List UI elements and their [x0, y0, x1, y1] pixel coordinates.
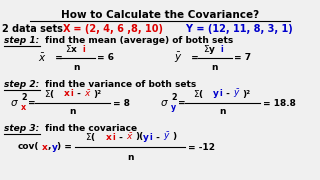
Text: n: n — [219, 107, 225, 116]
Text: = 18.8: = 18.8 — [263, 98, 296, 107]
Text: 2 data sets: 2 data sets — [2, 24, 66, 34]
Text: $\Sigma$x: $\Sigma$x — [65, 44, 79, 55]
Text: y: y — [171, 103, 176, 112]
Text: find the mean (average) of both sets: find the mean (average) of both sets — [42, 36, 233, 45]
Text: $\bar{y}$: $\bar{y}$ — [233, 87, 241, 100]
Text: x: x — [64, 89, 70, 98]
Text: n: n — [212, 62, 218, 71]
Text: x: x — [42, 143, 48, 152]
Text: ,: , — [48, 143, 52, 152]
Text: ): ) — [172, 132, 176, 141]
Text: 2: 2 — [171, 93, 177, 102]
Text: y: y — [143, 132, 149, 141]
Text: i: i — [219, 89, 222, 98]
Text: y: y — [52, 143, 58, 152]
Text: = (2, 4, 6 ,8, 10): = (2, 4, 6 ,8, 10) — [70, 24, 163, 34]
Text: = 6: = 6 — [97, 53, 114, 62]
Text: )²: )² — [242, 89, 250, 98]
Text: =: = — [28, 98, 36, 107]
Text: n: n — [127, 152, 133, 161]
Text: 2: 2 — [21, 93, 27, 102]
Text: $\bar{x}$: $\bar{x}$ — [126, 132, 134, 142]
Text: i: i — [149, 132, 152, 141]
Text: How to Calculate the Covariance?: How to Calculate the Covariance? — [61, 10, 259, 20]
Text: -: - — [223, 89, 233, 98]
Text: cov(: cov( — [18, 143, 39, 152]
Text: = 7: = 7 — [234, 53, 251, 62]
Text: y: y — [213, 89, 219, 98]
Text: i: i — [112, 132, 115, 141]
Text: $\Sigma$y: $\Sigma$y — [203, 42, 217, 55]
Text: i: i — [220, 44, 223, 53]
Text: -: - — [74, 89, 84, 98]
Text: $\bar{y}$: $\bar{y}$ — [163, 130, 171, 143]
Text: $\Sigma$(: $\Sigma$( — [194, 88, 204, 100]
Text: step 1:: step 1: — [4, 36, 39, 45]
Text: = 8: = 8 — [113, 98, 130, 107]
Text: n: n — [74, 62, 80, 71]
Text: )(: )( — [135, 132, 143, 141]
Text: step 3:: step 3: — [4, 124, 39, 133]
Text: =: = — [52, 53, 63, 62]
Text: x: x — [106, 132, 112, 141]
Text: i: i — [82, 44, 85, 53]
Text: $\Sigma$(: $\Sigma$( — [85, 131, 97, 143]
Text: $\bar{x}$: $\bar{x}$ — [84, 89, 92, 99]
Text: i: i — [70, 89, 73, 98]
Text: $\sigma$: $\sigma$ — [160, 98, 169, 108]
Text: =: = — [178, 98, 186, 107]
Text: n: n — [69, 107, 75, 116]
Text: = -12: = -12 — [188, 143, 215, 152]
Text: -: - — [116, 132, 126, 141]
Text: =: = — [188, 53, 199, 62]
Text: $\Sigma$(: $\Sigma$( — [44, 88, 56, 100]
Text: = (12, 11, 8, 3, 1): = (12, 11, 8, 3, 1) — [193, 24, 293, 34]
Text: X: X — [63, 24, 70, 34]
Text: $\sigma$: $\sigma$ — [10, 98, 19, 108]
Text: x: x — [21, 103, 26, 112]
Text: -: - — [153, 132, 163, 141]
Text: $\bar{x}$: $\bar{x}$ — [38, 52, 46, 64]
Text: Y: Y — [185, 24, 192, 34]
Text: find the covariace: find the covariace — [42, 124, 137, 133]
Text: $\bar{y}$: $\bar{y}$ — [174, 51, 182, 65]
Text: step 2:: step 2: — [4, 80, 39, 89]
Text: ) =: ) = — [57, 143, 72, 152]
Text: )²: )² — [93, 89, 101, 98]
Text: find the variance of both sets: find the variance of both sets — [42, 80, 196, 89]
